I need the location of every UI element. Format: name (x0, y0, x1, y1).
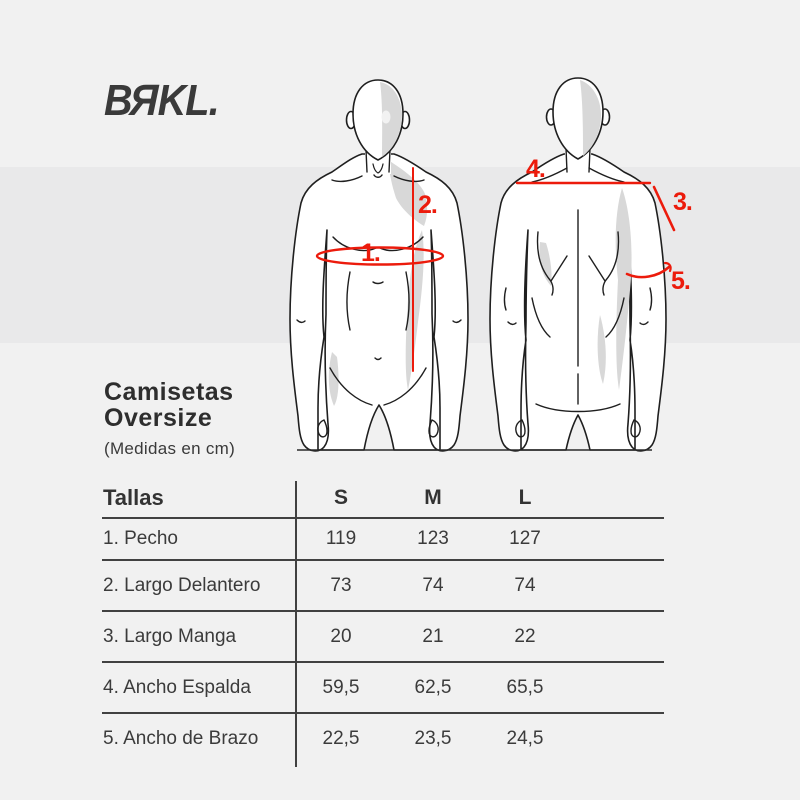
annotation-5-arm-width: 5. (671, 267, 691, 295)
product-title-line1: Camisetas (104, 378, 234, 406)
value-m: 62,5 (414, 676, 452, 698)
value-m: 21 (422, 625, 444, 647)
product-title-block: Camisetas Oversize (Medidas en cm) (104, 379, 235, 459)
value-s: 22,5 (322, 727, 360, 749)
back-detail-lines (503, 167, 653, 438)
value-s: 20 (330, 625, 352, 647)
table-row-largo-delantero: 2. Largo Delantero 73 74 74 (102, 561, 664, 612)
header-size-m: M (424, 485, 442, 509)
back-shading (539, 188, 632, 390)
table-vertical-divider (295, 481, 297, 767)
value-m: 23,5 (414, 727, 452, 749)
value-m: 123 (417, 528, 449, 549)
size-table: Tallas S M L 1. Pecho 119 123 127 2. Lar… (102, 478, 664, 767)
back-figure-illustration (489, 77, 667, 452)
logo-letters-kl: KL. (157, 76, 220, 125)
sleeve-length-measure-line (652, 185, 676, 232)
row-label: 3. Largo Manga (103, 625, 237, 647)
header-tallas: Tallas (103, 484, 164, 510)
value-s: 59,5 (322, 676, 360, 698)
logo-letter-b: B (104, 76, 133, 125)
size-table-header: Tallas S M L (102, 478, 664, 519)
value-l: 65,5 (506, 676, 544, 698)
units-note: (Medidas en cm) (104, 439, 236, 458)
chest-measure-ellipse (315, 246, 445, 266)
header-size-s: S (333, 485, 348, 509)
table-row-pecho: 1. Pecho 119 123 127 (102, 519, 664, 561)
row-label: 1. Pecho (103, 528, 178, 549)
mannequin-illustration (289, 77, 676, 452)
row-label: 4. Ancho Espalda (103, 676, 251, 698)
arm-width-measure-arc-end (663, 261, 672, 273)
annotation-4-back-width: 4. (526, 155, 546, 183)
row-label: 2. Largo Delantero (103, 574, 261, 596)
table-row-ancho-espalda: 4. Ancho Espalda 59,5 62,5 65,5 (102, 663, 664, 714)
value-s: 73 (330, 574, 352, 596)
table-row-largo-manga: 3. Largo Manga 20 21 22 (102, 612, 664, 663)
measurement-diagram: 1. 2. 3. 4. 5. (270, 60, 700, 460)
value-l: 24,5 (506, 727, 544, 749)
annotation-1-chest: 1. (361, 239, 381, 267)
brand-logo: BRKL. (104, 76, 220, 126)
measurement-marks (315, 167, 676, 372)
front-figure-illustration (289, 79, 469, 452)
product-title-line2: Oversize (104, 404, 213, 432)
row-label: 5. Ancho de Brazo (103, 727, 259, 749)
header-size-l: L (518, 485, 532, 509)
value-l: 127 (509, 528, 541, 549)
value-l: 22 (514, 625, 536, 647)
front-shading (328, 160, 428, 406)
value-m: 74 (422, 574, 444, 596)
value-s: 119 (325, 528, 357, 549)
value-l: 74 (514, 574, 536, 596)
annotation-2-front-length: 2. (418, 191, 438, 219)
annotation-3-sleeve-length: 3. (673, 188, 693, 216)
arm-width-measure-arc (625, 265, 671, 279)
table-row-ancho-de-brazo: 5. Ancho de Brazo 22,5 23,5 24,5 (102, 714, 664, 763)
